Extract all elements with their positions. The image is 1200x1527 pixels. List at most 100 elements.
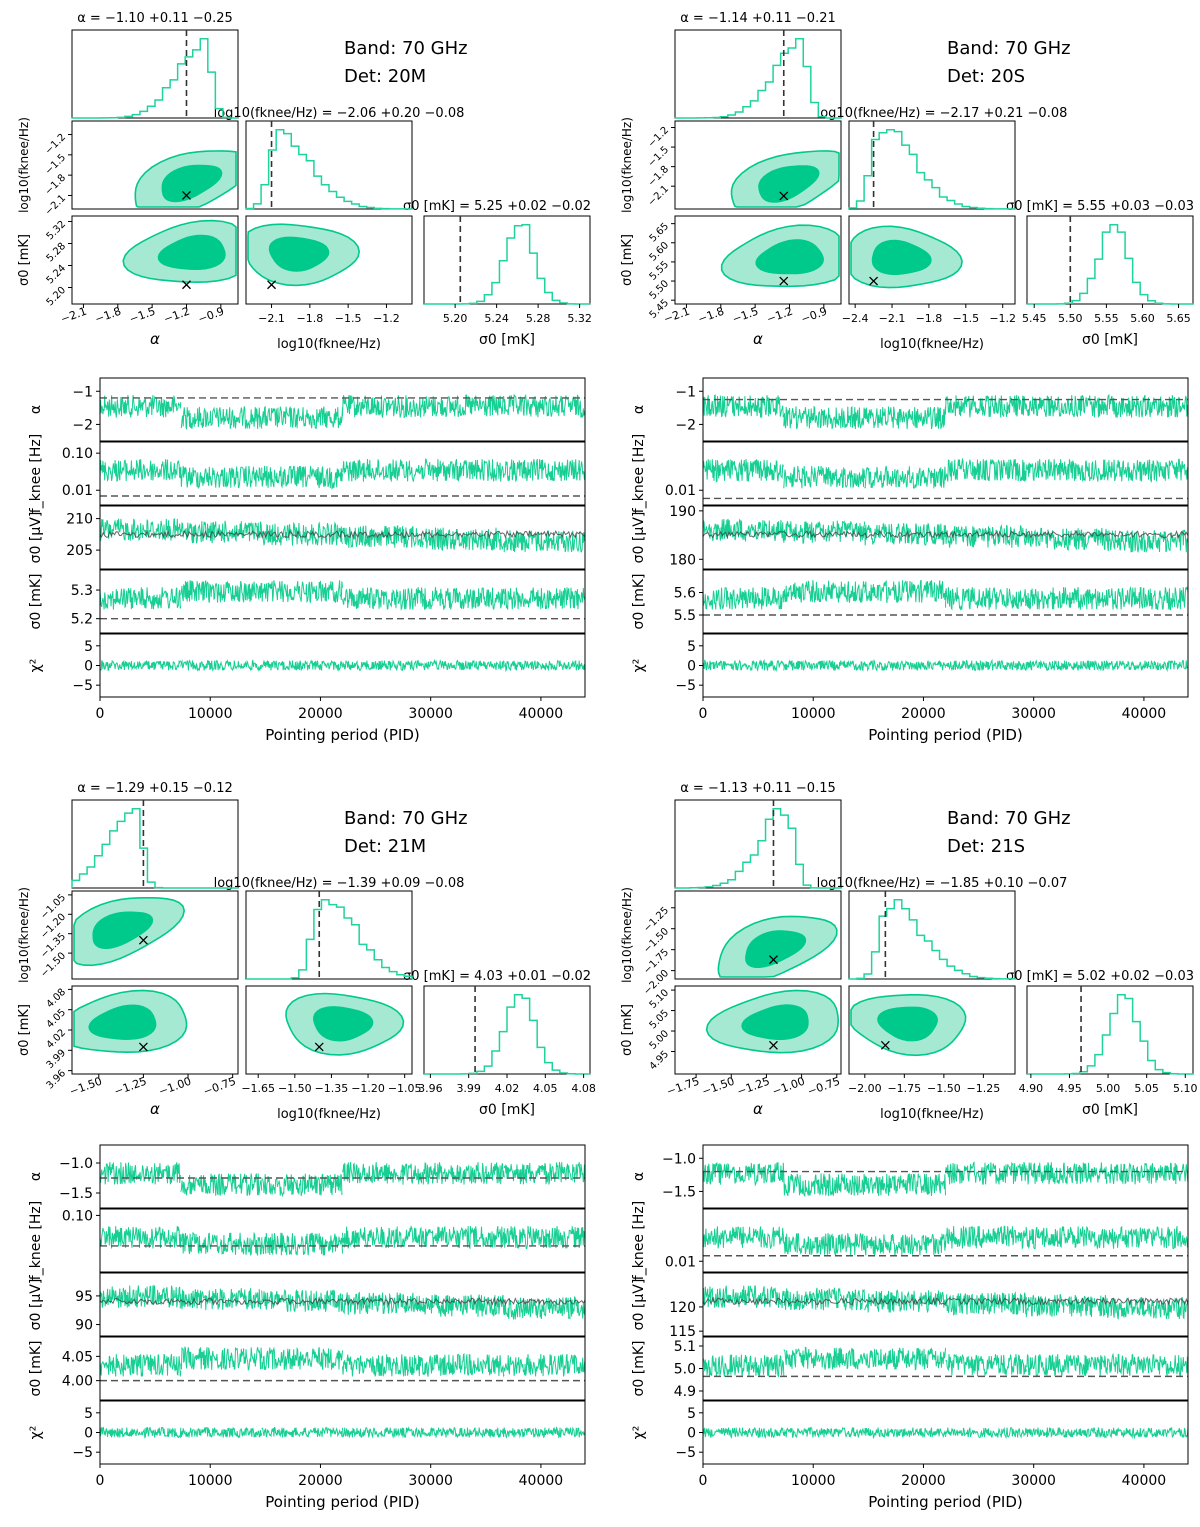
- x-tick-label: 40000: [519, 706, 564, 722]
- timeline-ylabel-chi2: χ²: [631, 659, 647, 673]
- x-tick-label: 5.00: [1096, 1082, 1121, 1095]
- x-tick-label: −1.5: [335, 312, 362, 325]
- timeline-series-fknee: [1025, 1225, 1108, 1250]
- contour-2d: [720, 224, 840, 288]
- contour-2d: [285, 992, 405, 1056]
- y-tick-label: −1.0: [662, 1151, 696, 1167]
- y-tick-label: −1.8: [43, 172, 68, 197]
- x-tick-label: −0.75: [806, 1075, 842, 1099]
- histogram: [71, 30, 239, 119]
- contour-inner: [877, 1006, 938, 1042]
- x-tick-label: 0: [96, 706, 105, 722]
- timeline-series-chi2: [783, 659, 866, 672]
- y-tick-label: 5.60: [648, 240, 672, 264]
- y-tick-label: −1.2: [43, 132, 68, 157]
- x-tick-label: 3.99: [456, 1082, 481, 1095]
- alpha-title: α = −1.14 +0.11 −0.21: [680, 11, 836, 26]
- histogram-steps: [246, 899, 413, 980]
- timeline-axes-sigma_mk: [99, 569, 586, 634]
- sigma-y-label: σ0 [mK]: [17, 234, 32, 286]
- timeline-series-alpha: [1025, 394, 1108, 418]
- y-tick-label: −2.1: [43, 193, 68, 218]
- timeline-series-alpha: [180, 406, 263, 431]
- timeline-series-sigma_mk: [1106, 1352, 1188, 1378]
- timeline-series-sigma_mk: [783, 1346, 866, 1370]
- fknee-y-label: log10(fknee/Hz): [620, 887, 634, 983]
- timeline-content: [703, 1346, 1188, 1378]
- truth-marker: [182, 280, 191, 290]
- timeline-series-alpha: [180, 1172, 263, 1196]
- timeline-axes-chi2: [99, 1400, 586, 1465]
- timeline-content: [100, 393, 585, 431]
- timeline-ylabel-chi2: χ²: [28, 659, 44, 673]
- alpha-axis-label: α: [150, 330, 160, 348]
- sigma-gray-series: [703, 529, 1188, 540]
- y-tick-label: 120: [669, 1300, 696, 1316]
- x-tick-label: −1.5: [952, 312, 979, 325]
- sigma-axis-label: σ0 [mK]: [1082, 332, 1138, 348]
- timeline-series-alpha: [945, 1160, 1027, 1185]
- x-tick-label: −1.2: [373, 312, 400, 325]
- x-tick-label: −1.2: [162, 305, 192, 326]
- timeline-series-chi2: [422, 1427, 505, 1439]
- timeline-series-alpha: [342, 1162, 424, 1185]
- timeline-ylabel-sigma_mk: σ0 [mK]: [28, 574, 44, 630]
- timeline-series-alpha: [503, 1161, 585, 1185]
- timeline-series-sigma_uv: [783, 1287, 866, 1311]
- timeline-series-fknee: [342, 1225, 424, 1249]
- timeline-content: [100, 1284, 585, 1320]
- timeline-series-sigma_mk: [503, 587, 585, 610]
- fknee-axis-label: log10(fknee/Hz): [277, 1107, 381, 1122]
- y-tick-label: 0.01: [62, 483, 93, 499]
- x-tick-label: 30000: [1011, 706, 1056, 722]
- timeline-series-sigma_mk: [342, 586, 424, 611]
- timeline-content: [100, 658, 585, 673]
- alpha-hist-axes: [674, 799, 842, 889]
- timeline-series-alpha: [261, 405, 343, 429]
- det-label: Det: 20M: [344, 66, 426, 87]
- y-tick-label: −1: [72, 384, 93, 400]
- y-tick-label: 5.65: [648, 221, 672, 245]
- timeline-series-sigma_mk: [180, 580, 263, 603]
- timeline-xlabel: Pointing period (PID): [265, 726, 419, 744]
- sigma-title: σ0 [mK] = 5.02 +0.02 −0.03: [1006, 969, 1194, 984]
- timeline-series-alpha: [1025, 1162, 1108, 1185]
- alpha-hist-axes: [674, 29, 842, 119]
- timeline-series-chi2: [100, 659, 182, 672]
- y-tick-label: −1.5: [59, 1186, 93, 1202]
- y-tick-label: −1.5: [43, 152, 68, 177]
- timeline-content: [703, 579, 1188, 616]
- timeline-series-fknee: [503, 1225, 585, 1250]
- timeline-axes-sigma_mk: [99, 1336, 586, 1401]
- timeline-series-fknee: [100, 459, 182, 483]
- histogram: [674, 800, 841, 889]
- timeline-series-sigma_uv: [703, 518, 785, 543]
- x-tick-label: −1.50: [927, 1082, 961, 1095]
- y-tick-label: 0: [687, 659, 696, 675]
- timeline-series-sigma_mk: [261, 1346, 343, 1371]
- x-tick-label: −1.8: [696, 305, 726, 326]
- timeline-ylabel-fknee: f_knee [Hz]: [28, 1201, 44, 1280]
- y-tick-label: 4.05: [45, 1007, 69, 1031]
- timeline-ylabel-sigma_mk: σ0 [mK]: [631, 1341, 647, 1397]
- timeline-series-sigma_uv: [1025, 527, 1108, 551]
- y-tick-label: −2.1: [646, 184, 671, 209]
- x-tick-label: 4.95: [1057, 1082, 1082, 1095]
- truth-marker: [779, 191, 789, 201]
- marker-stroke: [182, 191, 191, 200]
- y-tick-label: 4.05: [62, 1349, 93, 1365]
- timeline-series-sigma_uv: [342, 525, 424, 549]
- contour-2d: [73, 897, 186, 967]
- y-tick-label: 5.24: [45, 263, 69, 287]
- timeline-series-chi2: [703, 658, 785, 672]
- x-tick-label: −1.8: [93, 305, 123, 326]
- timeline-panel-chi2: 5 0 −5 χ²: [28, 1406, 585, 1461]
- sigma-hist-axes: [423, 215, 591, 305]
- x-tick-label: −1.75: [887, 1082, 921, 1095]
- timeline-panel-sigma_mk: 5.1 5.0 4.9 σ0 [mK]: [631, 1339, 1188, 1400]
- timeline-ylabel-sigma_uv: σ0 [μV]: [28, 1279, 44, 1331]
- x-tick-label: 5.45: [1022, 312, 1047, 325]
- fknee-y-label: log10(fknee/Hz): [17, 887, 31, 983]
- contour-inner: [312, 1006, 374, 1042]
- timeline-series-alpha: [100, 395, 182, 418]
